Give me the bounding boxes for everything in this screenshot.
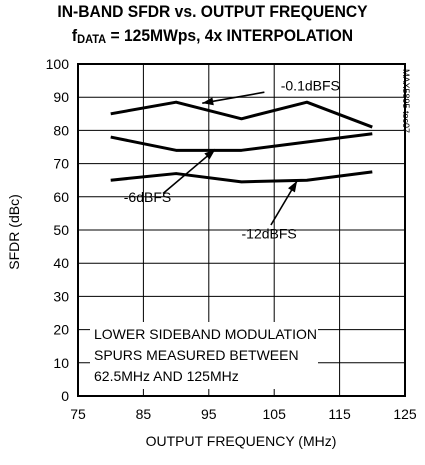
chart-title: IN-BAND SFDR vs. OUTPUT FREQUENCY xyxy=(57,2,368,21)
annotation-box xyxy=(90,322,318,389)
x-tick-label: 85 xyxy=(136,406,152,422)
x-tick-label: 95 xyxy=(201,406,217,422)
x-tick-label: 115 xyxy=(328,406,351,422)
y-tick-label: 40 xyxy=(53,255,69,271)
x-tick-label: 105 xyxy=(263,406,287,422)
series-label: -6dBFS xyxy=(124,189,171,205)
series-label-arrowhead xyxy=(288,180,298,193)
series-label-arrow xyxy=(162,148,216,195)
x-tick-label: 75 xyxy=(70,406,86,422)
grid xyxy=(78,64,405,396)
part-code: MAX5895 toc07 xyxy=(401,69,411,133)
annotation: LOWER SIDEBAND MODULATION SPURS MEASURED… xyxy=(90,322,318,389)
series-label: -12dBFS xyxy=(242,225,297,241)
annotation-line-2: SPURS MEASURED BETWEEN xyxy=(94,347,299,363)
y-tick-label: 50 xyxy=(53,222,69,238)
subtitle-prefix: f xyxy=(71,26,78,45)
y-axis-label: SFDR (dBc) xyxy=(6,194,22,269)
series-labels: -0.1dBFS -6dBFS -12dBFS xyxy=(124,78,340,242)
series-line xyxy=(110,170,373,184)
series-line xyxy=(110,132,373,152)
axis-ticks: 75 85 95 105 115 125 0 10 20 30 40 50 60 70 80 90 100 xyxy=(46,56,417,422)
series-line xyxy=(110,100,373,129)
y-tick-label: 0 xyxy=(61,388,69,404)
y-tick-label: 60 xyxy=(53,189,69,205)
annotation-line-3: 62.5MHz AND 125MHz xyxy=(94,368,239,384)
subtitle-subscript: DATA xyxy=(77,32,107,46)
series-label-arrowhead xyxy=(204,149,216,160)
chart-subtitle: fDATA = 125MWps, 4x INTERPOLATION xyxy=(17,26,408,46)
subtitle-rest: = 125MWps, 4x INTERPOLATION xyxy=(106,26,354,45)
y-tick-label: 20 xyxy=(53,322,69,338)
y-tick-label: 30 xyxy=(53,288,69,304)
x-axis-label: OUTPUT FREQUENCY (MHz) xyxy=(146,433,337,449)
series-lines xyxy=(110,100,373,184)
x-tick-label: 125 xyxy=(393,406,417,422)
y-tick-label: 80 xyxy=(53,122,69,138)
annotation-line-1: LOWER SIDEBAND MODULATION xyxy=(94,326,317,342)
y-tick-label: 90 xyxy=(53,89,69,105)
y-tick-label: 70 xyxy=(53,156,69,172)
plot-frame xyxy=(77,63,406,397)
y-tick-label: 100 xyxy=(46,56,70,72)
y-tick-label: 10 xyxy=(53,355,69,371)
series-label-arrowhead xyxy=(202,97,214,106)
series-label: -0.1dBFS xyxy=(281,78,340,94)
